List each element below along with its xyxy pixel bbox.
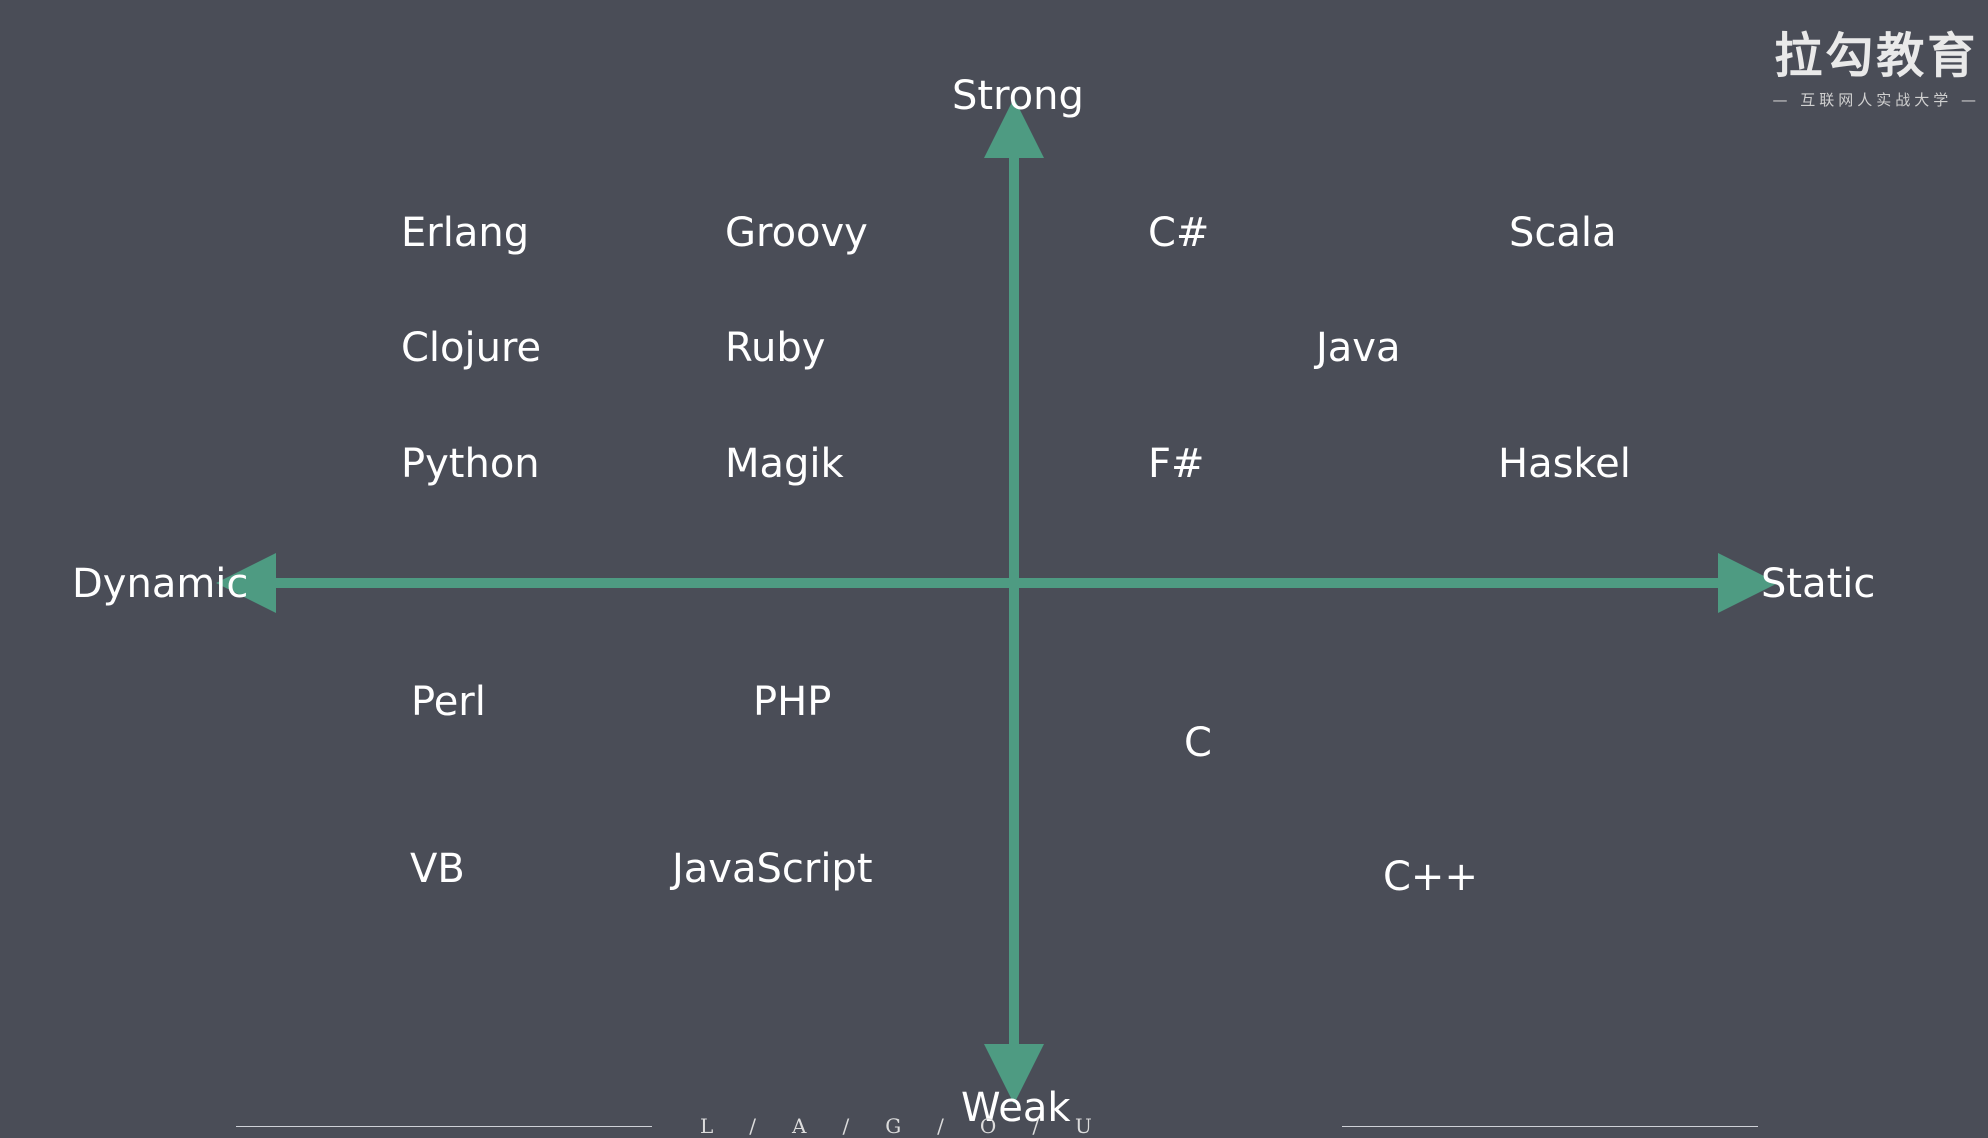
- language-python: Python: [401, 441, 540, 487]
- brand-logo: 拉勾教育 — 互联网人实战大学 —: [1772, 30, 1980, 110]
- language-haskel: Haskel: [1498, 441, 1631, 487]
- footer-rule-left: [236, 1126, 652, 1127]
- footer-rule-right: [1342, 1126, 1758, 1127]
- language-java: Java: [1316, 325, 1401, 371]
- language-fsharp: F#: [1148, 441, 1205, 487]
- language-ruby: Ruby: [725, 325, 826, 371]
- language-c: C: [1184, 720, 1212, 766]
- language-erlang: Erlang: [401, 210, 530, 256]
- language-vb: VB: [410, 846, 465, 892]
- axis-label-static: Static: [1761, 561, 1876, 607]
- footer-wordmark: L/A/G/O/U: [700, 1114, 1128, 1138]
- language-javascript: JavaScript: [672, 846, 873, 892]
- axis-label-dynamic: Dynamic: [72, 561, 249, 607]
- language-cpp: C++: [1383, 854, 1478, 900]
- language-csharp: C#: [1148, 210, 1210, 256]
- language-magik: Magik: [725, 441, 844, 487]
- language-clojure: Clojure: [401, 325, 542, 371]
- axis-label-strong: Strong: [952, 73, 1084, 119]
- axis-label-weak: Weak: [961, 1085, 1071, 1131]
- language-groovy: Groovy: [725, 210, 868, 256]
- language-php: PHP: [753, 679, 832, 725]
- language-perl: Perl: [411, 679, 486, 725]
- logo-tagline: — 互联网人实战大学 —: [1772, 90, 1980, 109]
- language-scala: Scala: [1509, 210, 1617, 256]
- logo-title: 拉勾教育: [1774, 28, 1979, 84]
